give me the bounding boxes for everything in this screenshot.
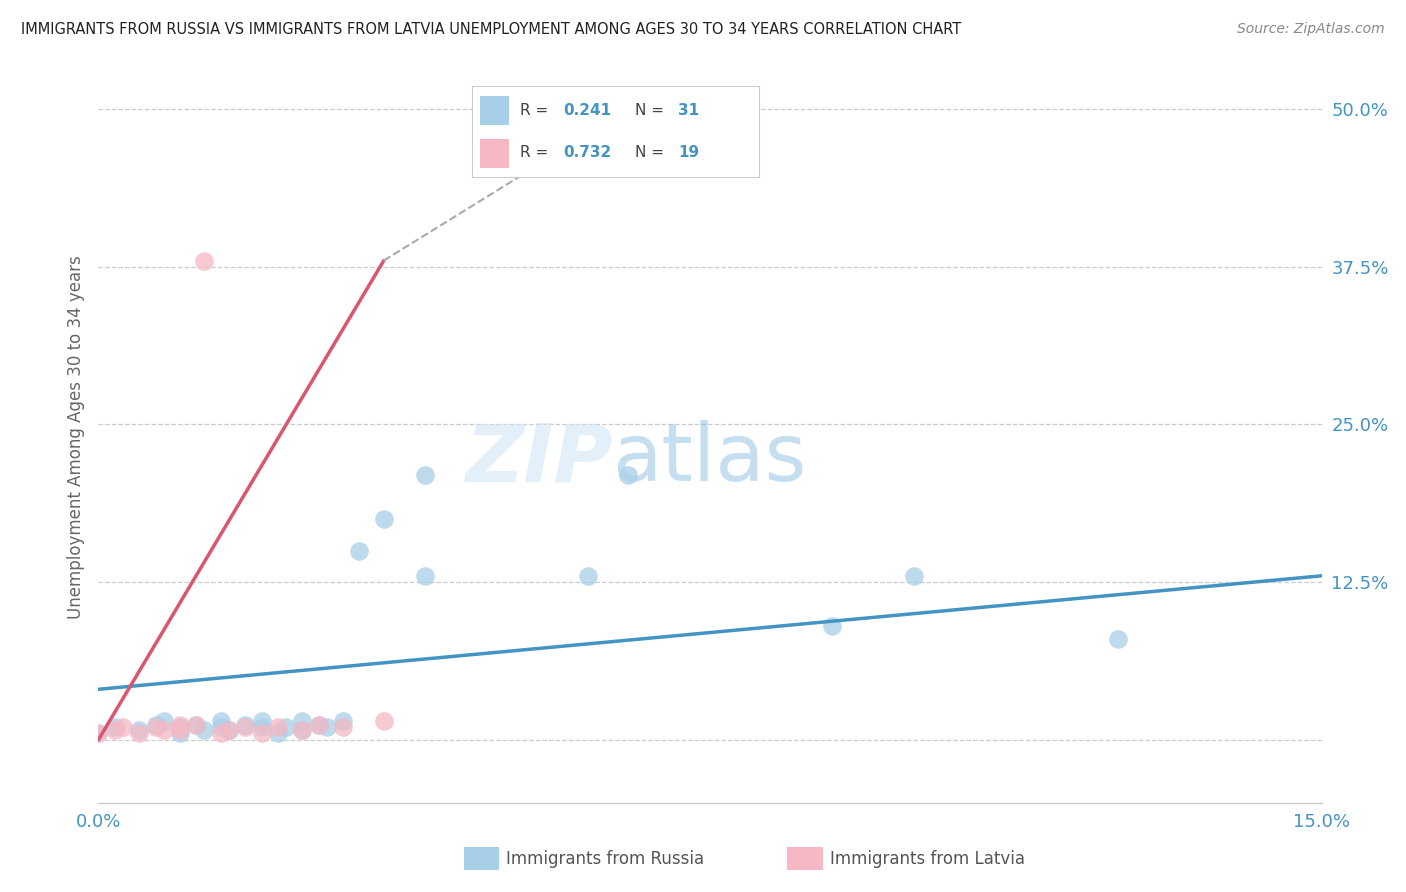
Point (209, 720, 232, 734)
Point (186, 717, 208, 731)
Point (250, 714, 273, 728)
Point (218, 723, 240, 737)
Point (373, 714, 395, 728)
Point (291, 723, 314, 737)
Point (145, 720, 167, 734)
Point (186, 717, 208, 731)
Point (209, 714, 232, 728)
Point (821, 619, 844, 633)
Point (1107, 632, 1129, 646)
Text: IMMIGRANTS FROM RUSSIA VS IMMIGRANTS FROM LATVIA UNEMPLOYMENT AMONG AGES 30 TO 3: IMMIGRANTS FROM RUSSIA VS IMMIGRANTS FRO… (21, 22, 962, 37)
Point (274, 720, 297, 734)
Point (576, 569, 599, 583)
Point (308, 717, 330, 731)
Point (104, 723, 127, 737)
Point (145, 717, 167, 731)
Text: atlas: atlas (612, 420, 807, 498)
Point (373, 512, 395, 526)
Point (267, 726, 290, 740)
Text: Immigrants from Russia: Immigrants from Russia (506, 850, 704, 868)
Point (218, 723, 240, 737)
Point (233, 717, 256, 731)
Point (169, 717, 191, 731)
Point (413, 467, 436, 482)
Point (291, 714, 314, 728)
Point (308, 717, 330, 731)
Text: ZIP: ZIP (465, 420, 612, 498)
Point (152, 723, 174, 737)
Point (128, 723, 150, 737)
Point (87, 726, 110, 740)
Point (267, 720, 290, 734)
Text: Source: ZipAtlas.com: Source: ZipAtlas.com (1237, 22, 1385, 37)
Point (169, 720, 191, 734)
Point (169, 726, 191, 740)
Point (413, 569, 436, 583)
Point (193, 723, 215, 737)
Point (250, 726, 273, 740)
Point (250, 720, 273, 734)
Point (233, 720, 256, 734)
Y-axis label: Unemployment Among Ages 30 to 34 years: Unemployment Among Ages 30 to 34 years (66, 255, 84, 619)
Point (315, 720, 337, 734)
Point (617, 467, 640, 482)
Point (111, 720, 134, 734)
Point (169, 723, 191, 737)
Point (193, 253, 215, 268)
Point (152, 714, 174, 728)
Point (87, 726, 110, 740)
Point (128, 726, 150, 740)
Point (332, 720, 354, 734)
Point (209, 726, 232, 740)
Point (291, 723, 314, 737)
Point (903, 569, 925, 583)
Point (349, 543, 371, 558)
Point (332, 714, 354, 728)
Point (104, 720, 127, 734)
Text: Immigrants from Latvia: Immigrants from Latvia (830, 850, 1025, 868)
